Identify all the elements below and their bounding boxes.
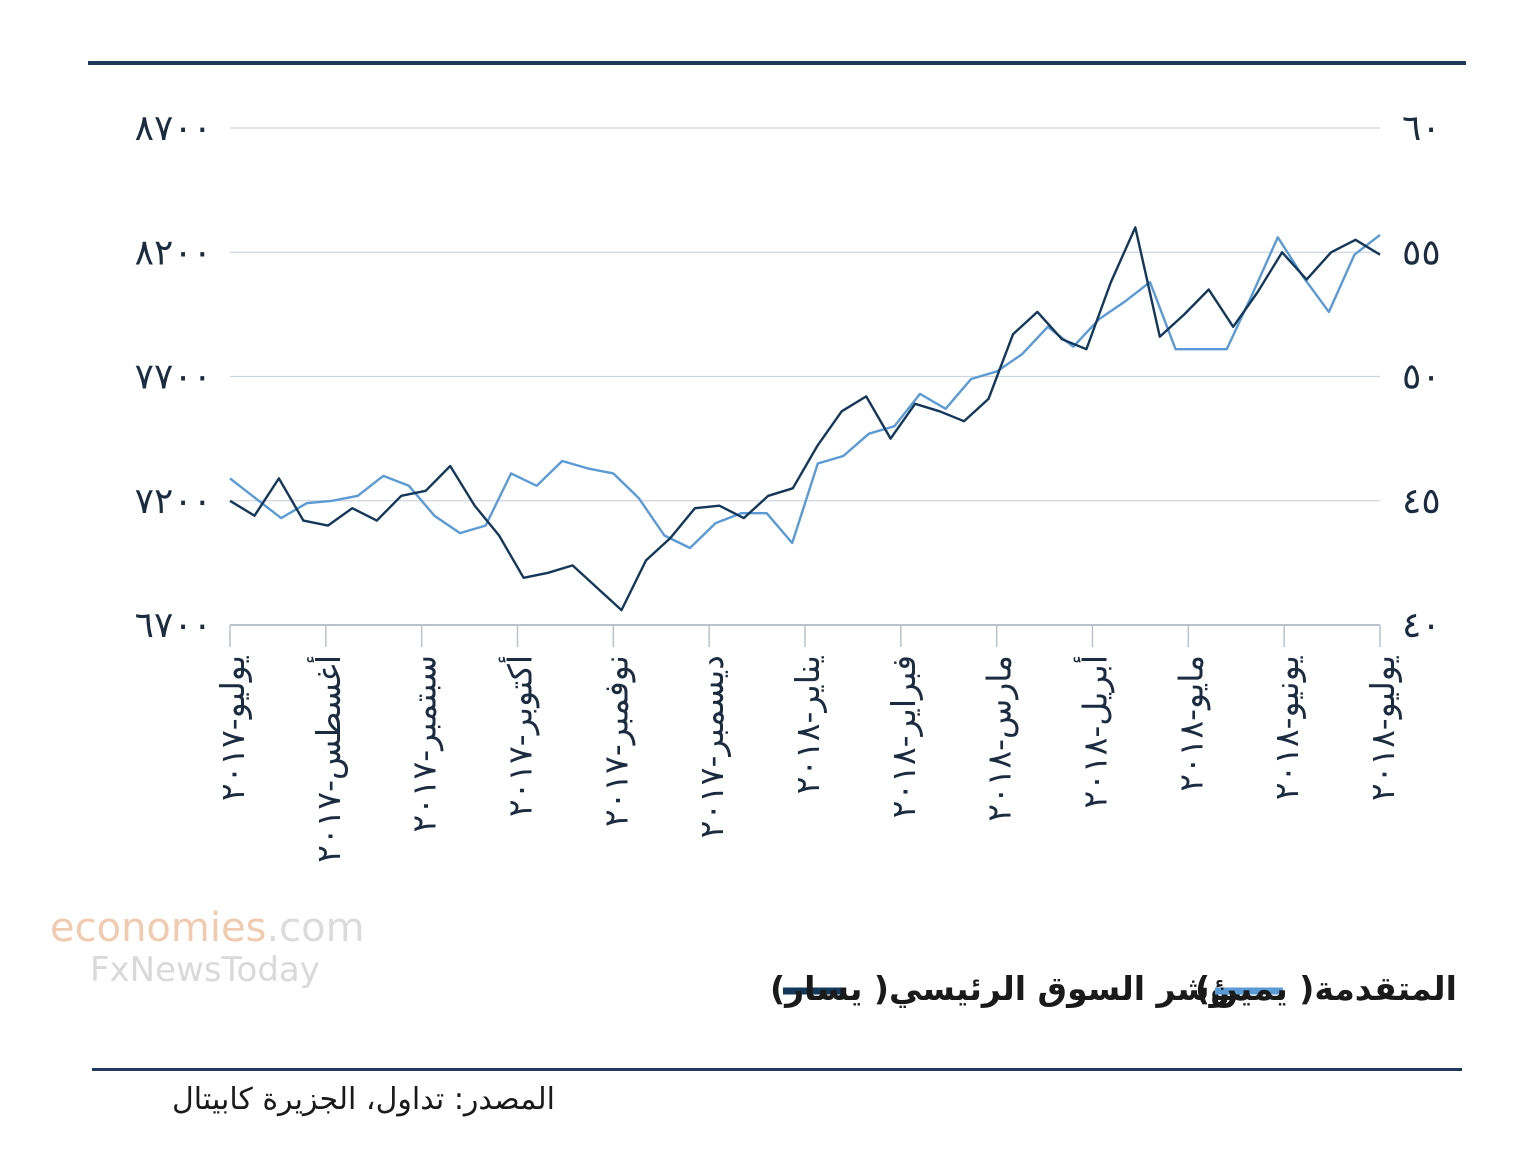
y-right-tick-label: ٤٥: [1402, 481, 1441, 522]
watermark-economies: economies.com: [50, 905, 365, 951]
y-right-tick-label: ٤٠: [1402, 605, 1441, 646]
x-axis-label: ديسمبر-٢٠١٧: [692, 655, 731, 838]
y-right-tick-label: ٥٠: [1402, 357, 1441, 398]
x-axis-label: يونيو-٢٠١٨: [1267, 655, 1306, 800]
x-axis-label: فبراير-٢٠١٨: [884, 655, 923, 818]
y-left-tick-label: ٧٧٠٠: [135, 357, 212, 398]
line-chart: ٨٧٠٠ ٦٠ ٨٢٠٠ ٥٥ ٧٧٠٠ ٥٠ ٧٢٠٠ ٤٥ ٦٧٠٠ ٤٠ يوليو-٢٠١٧…: [135, 108, 1457, 1009]
y-right-tick-label: ٥٥: [1402, 232, 1441, 273]
x-axis-label: يناير-٢٠١٨: [788, 655, 827, 794]
watermark-domain: .com: [266, 905, 365, 951]
y-left-tick-label: ٧٢٠٠: [135, 481, 212, 522]
series-line: [229, 233, 1381, 550]
series-line: [229, 226, 1381, 612]
x-axis-label: يوليو-٢٠١٨: [1363, 655, 1402, 801]
legend-label: المتقدمة( يمين): [1195, 969, 1457, 1009]
x-axis-label: يوليو-٢٠١٧: [213, 655, 252, 801]
legend-label: مؤشر السوق الرئيسي( يسار): [770, 969, 1251, 1009]
y-left-tick-label: ٦٧٠٠: [135, 605, 212, 646]
watermark-brand: economies: [50, 905, 267, 951]
y-left-tick-label: ٨٢٠٠: [135, 232, 212, 273]
x-axis-label: مارس-٢٠١٨: [980, 655, 1019, 822]
x-axis-label: أبريل-٢٠١٨: [1074, 655, 1115, 809]
source-note: المصدر: تداول، الجزيرة كابيتال: [171, 1082, 555, 1117]
x-axis-label: أغسطس-٢٠١٧: [307, 655, 348, 863]
y-right-tick-label: ٦٠: [1402, 108, 1441, 149]
bottom-rule: [92, 1068, 1462, 1071]
x-axis-label: مايو-٢٠١٨: [1171, 655, 1210, 792]
watermark-fxnewstoday: FxNewsToday: [90, 950, 320, 990]
x-axis-label: سبتمبر-٢٠١٧: [405, 655, 444, 833]
y-left-tick-label: ٨٧٠٠: [135, 108, 212, 149]
x-axis-label: أكتوبر-٢٠١٧: [499, 655, 540, 817]
top-rule: [88, 61, 1466, 65]
x-axis-label: نوفمبر-٢٠١٧: [596, 655, 635, 827]
